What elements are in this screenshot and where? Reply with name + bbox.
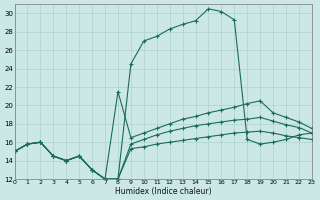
- X-axis label: Humidex (Indice chaleur): Humidex (Indice chaleur): [115, 187, 212, 196]
